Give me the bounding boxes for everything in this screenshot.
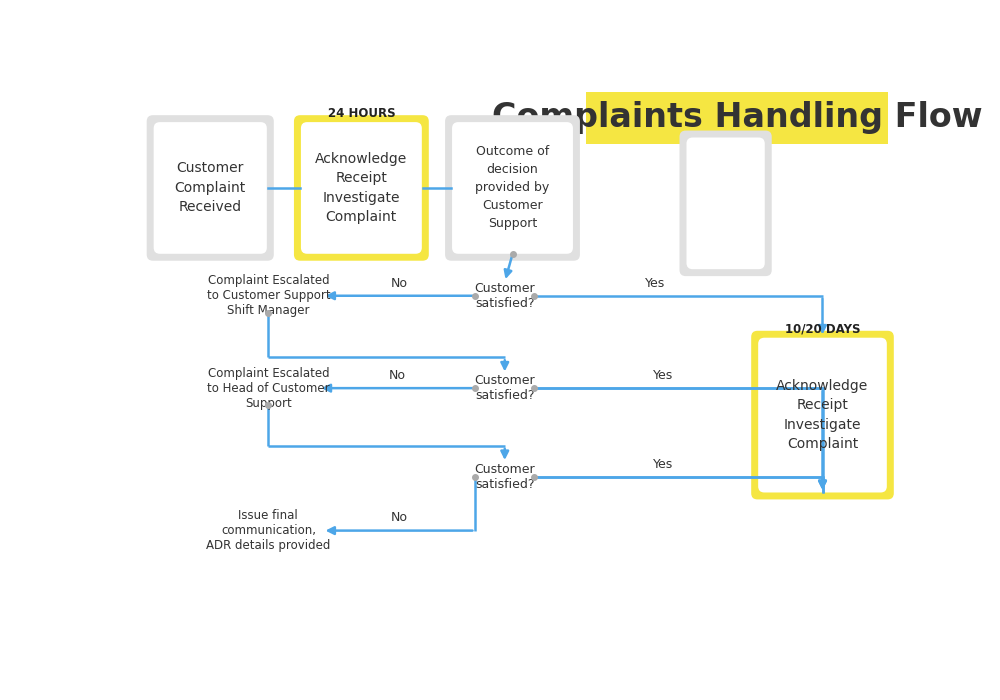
Text: Complaint Escalated
to Customer Support
Shift Manager: Complaint Escalated to Customer Support … [207,274,330,317]
Text: Customer
Complaint
Received: Customer Complaint Received [175,162,246,214]
Text: Acknowledge
Receipt
Investigate
Complaint: Acknowledge Receipt Investigate Complain… [315,152,408,224]
FancyBboxPatch shape [686,137,765,270]
Text: Customer
satisfied?: Customer satisfied? [474,374,535,402]
Text: Issue final
communication,
ADR details provided: Issue final communication, ADR details p… [206,509,331,552]
FancyBboxPatch shape [294,116,429,260]
Text: Outcome of
decision
provided by
Customer
Support: Outcome of decision provided by Customer… [475,146,550,230]
FancyBboxPatch shape [758,337,887,493]
Text: Customer
satisfied?: Customer satisfied? [474,463,535,491]
Text: Complaints Handling Flow: Complaints Handling Flow [492,102,983,134]
Text: No: No [389,369,406,382]
Text: No: No [390,276,407,290]
Text: Customer
satisfied?: Customer satisfied? [474,281,535,309]
Text: Complaint Escalated
to Head of Customer
Support: Complaint Escalated to Head of Customer … [207,367,330,410]
Text: 24 HOURS: 24 HOURS [328,107,395,120]
FancyBboxPatch shape [751,331,894,499]
FancyBboxPatch shape [301,122,422,254]
FancyBboxPatch shape [680,131,772,276]
FancyBboxPatch shape [586,92,888,144]
FancyBboxPatch shape [147,116,274,260]
Text: Yes: Yes [645,276,665,290]
FancyBboxPatch shape [445,116,580,260]
Text: Yes: Yes [653,458,673,470]
Text: Yes: Yes [653,369,673,382]
Text: 10/20 DAYS: 10/20 DAYS [785,323,860,335]
Text: Acknowledge
Receipt
Investigate
Complaint: Acknowledge Receipt Investigate Complain… [776,379,869,452]
Text: No: No [390,512,407,524]
FancyBboxPatch shape [154,122,267,254]
FancyBboxPatch shape [452,122,573,254]
